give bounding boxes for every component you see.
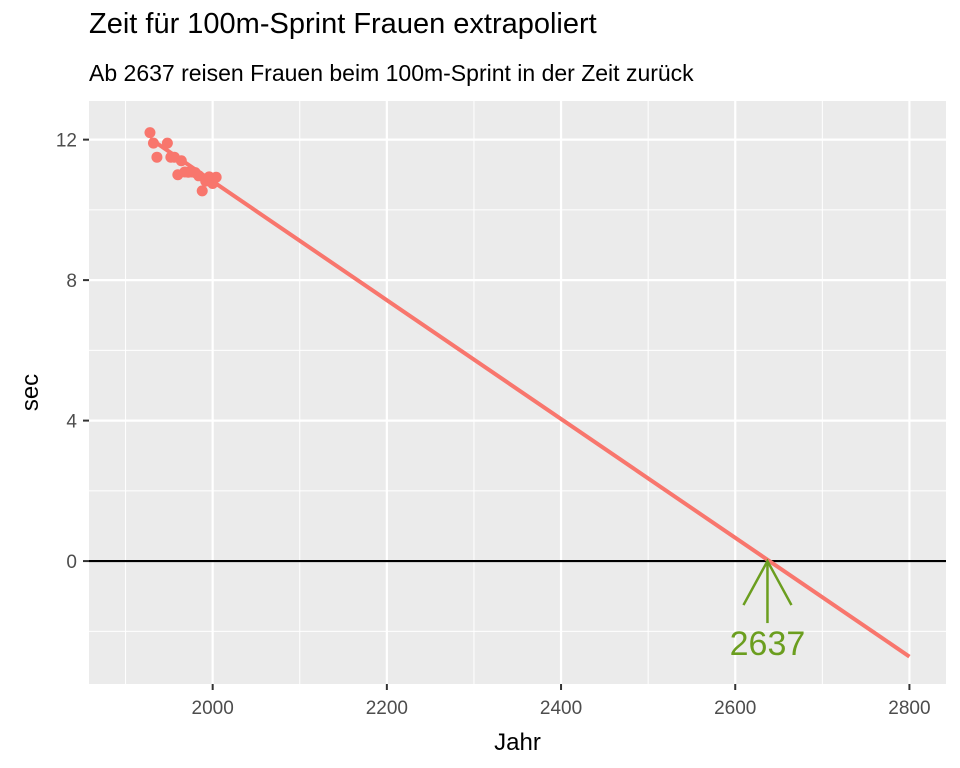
x-tick-label: 2600	[714, 698, 756, 719]
data-point	[147, 137, 159, 149]
y-tick-label: 0	[66, 552, 77, 573]
chart-subtitle: Ab 2637 reisen Frauen beim 100m-Sprint i…	[89, 60, 694, 86]
y-tick-label: 4	[66, 412, 77, 433]
x-axis-label: Jahr	[494, 729, 541, 756]
minor-gridlines	[89, 101, 946, 684]
y-axis-label: sec	[17, 374, 44, 411]
data-point	[175, 155, 187, 167]
data-point	[151, 151, 163, 163]
y-tick-label: 8	[66, 271, 77, 292]
trend-line	[148, 136, 911, 659]
chart-title: Zeit für 100m-Sprint Frauen extrapoliert	[89, 8, 597, 40]
arrow-head	[742, 558, 793, 606]
data-point	[161, 137, 173, 149]
data-points	[144, 127, 222, 197]
x-tick-label: 2200	[366, 698, 408, 719]
x-tick-label: 2400	[540, 698, 582, 719]
data-point	[210, 171, 222, 183]
x-axis: 2000 2200 2400 2600 2800	[192, 684, 931, 719]
x-tick-label: 2000	[192, 698, 234, 719]
y-axis: 0 4 8 12	[56, 131, 89, 573]
x-tick-label: 2800	[888, 698, 930, 719]
annotation-arrow: 2637	[730, 558, 806, 663]
plot-panel	[89, 101, 946, 684]
data-point	[196, 185, 208, 197]
data-point	[144, 127, 156, 139]
annotation-label: 2637	[730, 625, 806, 663]
y-tick-label: 12	[56, 131, 77, 152]
